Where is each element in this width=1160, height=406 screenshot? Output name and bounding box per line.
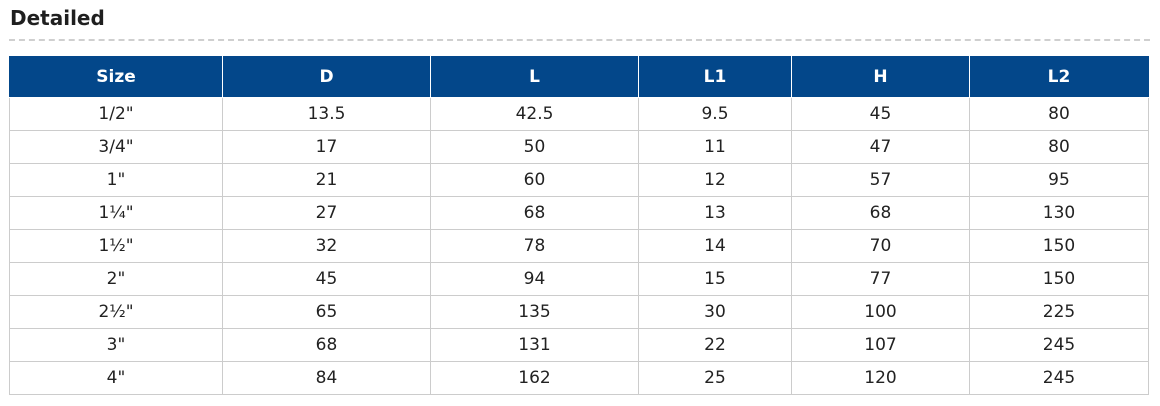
cell-l1: 22 bbox=[638, 328, 792, 362]
cell-l: 94 bbox=[430, 262, 639, 296]
cell-l2: 95 bbox=[969, 163, 1149, 197]
cell-h: 70 bbox=[791, 229, 970, 263]
cell-size: 2" bbox=[9, 262, 223, 296]
cell-l: 42.5 bbox=[430, 97, 639, 131]
header-l: L bbox=[430, 56, 639, 98]
dimensions-table: Size D L L1 H L2 1/2" 13.5 42.5 9.5 45 8… bbox=[9, 56, 1149, 395]
cell-size: 1½" bbox=[9, 229, 223, 263]
cell-l: 135 bbox=[430, 295, 639, 329]
cell-h: 120 bbox=[791, 361, 970, 395]
table-row: 1/2" 13.5 42.5 9.5 45 80 bbox=[9, 97, 1149, 131]
cell-l: 68 bbox=[430, 196, 639, 230]
table-header-row: Size D L L1 H L2 bbox=[9, 56, 1149, 98]
cell-l2: 130 bbox=[969, 196, 1149, 230]
cell-l1: 14 bbox=[638, 229, 792, 263]
table-row: 1½" 32 78 14 70 150 bbox=[9, 229, 1149, 263]
cell-l2: 150 bbox=[969, 229, 1149, 263]
cell-size: 4" bbox=[9, 361, 223, 395]
header-size: Size bbox=[9, 56, 223, 98]
cell-h: 45 bbox=[791, 97, 970, 131]
cell-l1: 12 bbox=[638, 163, 792, 197]
table-row: 3" 68 131 22 107 245 bbox=[9, 328, 1149, 362]
cell-l1: 25 bbox=[638, 361, 792, 395]
header-l2: L2 bbox=[969, 56, 1149, 98]
header-h: H bbox=[791, 56, 970, 98]
cell-l1: 30 bbox=[638, 295, 792, 329]
header-d: D bbox=[222, 56, 431, 98]
table-row: 2½" 65 135 30 100 225 bbox=[9, 295, 1149, 329]
cell-d: 84 bbox=[222, 361, 431, 395]
table-row: 1¼" 27 68 13 68 130 bbox=[9, 196, 1149, 230]
cell-size: 1/2" bbox=[9, 97, 223, 131]
cell-d: 65 bbox=[222, 295, 431, 329]
cell-l: 131 bbox=[430, 328, 639, 362]
cell-d: 32 bbox=[222, 229, 431, 263]
cell-l2: 245 bbox=[969, 328, 1149, 362]
section-title: Detailed bbox=[10, 6, 105, 30]
cell-l: 50 bbox=[430, 130, 639, 164]
cell-d: 68 bbox=[222, 328, 431, 362]
cell-l: 78 bbox=[430, 229, 639, 263]
cell-d: 45 bbox=[222, 262, 431, 296]
cell-size: 3/4" bbox=[9, 130, 223, 164]
cell-size: 3" bbox=[9, 328, 223, 362]
cell-l: 162 bbox=[430, 361, 639, 395]
cell-h: 68 bbox=[791, 196, 970, 230]
cell-h: 47 bbox=[791, 130, 970, 164]
cell-size: 1¼" bbox=[9, 196, 223, 230]
cell-l1: 11 bbox=[638, 130, 792, 164]
cell-d: 21 bbox=[222, 163, 431, 197]
dashed-divider bbox=[9, 39, 1150, 41]
cell-l2: 150 bbox=[969, 262, 1149, 296]
cell-l2: 80 bbox=[969, 130, 1149, 164]
cell-l2: 245 bbox=[969, 361, 1149, 395]
cell-h: 107 bbox=[791, 328, 970, 362]
table-row: 2" 45 94 15 77 150 bbox=[9, 262, 1149, 296]
cell-l1: 15 bbox=[638, 262, 792, 296]
cell-size: 1" bbox=[9, 163, 223, 197]
cell-l1: 9.5 bbox=[638, 97, 792, 131]
table-row: 3/4" 17 50 11 47 80 bbox=[9, 130, 1149, 164]
cell-l2: 80 bbox=[969, 97, 1149, 131]
cell-l: 60 bbox=[430, 163, 639, 197]
cell-h: 57 bbox=[791, 163, 970, 197]
cell-d: 13.5 bbox=[222, 97, 431, 131]
table-row: 4" 84 162 25 120 245 bbox=[9, 361, 1149, 395]
cell-h: 100 bbox=[791, 295, 970, 329]
cell-d: 17 bbox=[222, 130, 431, 164]
cell-size: 2½" bbox=[9, 295, 223, 329]
cell-l2: 225 bbox=[969, 295, 1149, 329]
table-row: 1" 21 60 12 57 95 bbox=[9, 163, 1149, 197]
cell-l1: 13 bbox=[638, 196, 792, 230]
cell-h: 77 bbox=[791, 262, 970, 296]
header-l1: L1 bbox=[638, 56, 792, 98]
cell-d: 27 bbox=[222, 196, 431, 230]
